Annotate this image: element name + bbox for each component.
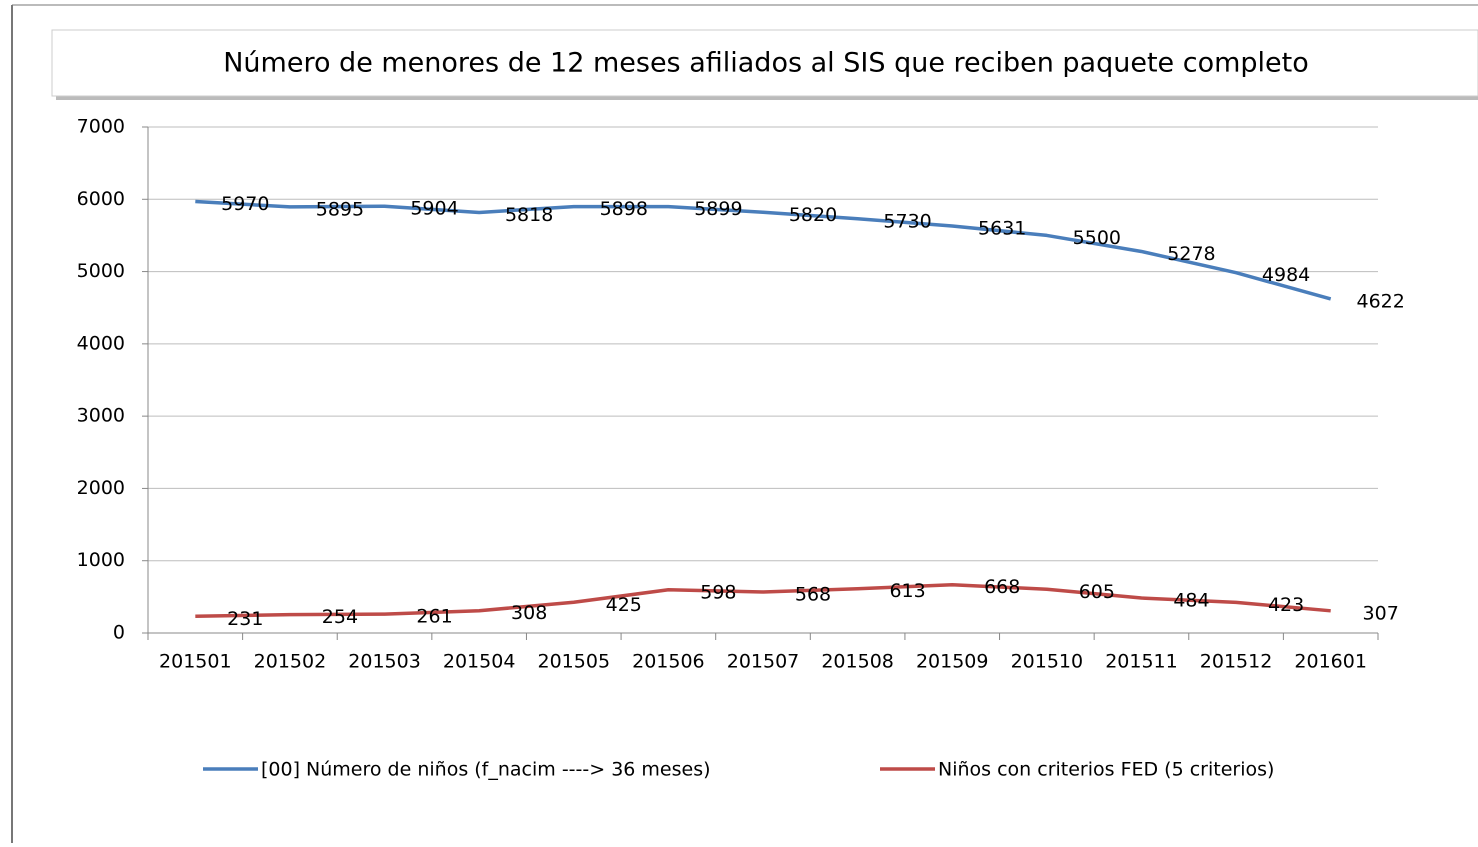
data-label: 4984 — [1262, 264, 1310, 286]
data-label: 568 — [795, 583, 831, 605]
data-label: 254 — [322, 606, 358, 628]
y-tick-label: 0 — [113, 622, 125, 644]
x-tick-label: 201509 — [916, 651, 989, 673]
data-label: 307 — [1363, 602, 1399, 624]
x-tick-label: 201510 — [1011, 651, 1084, 673]
x-tick-label: 201508 — [821, 651, 894, 673]
y-tick-label: 3000 — [77, 405, 125, 427]
series-line — [195, 199, 1332, 301]
y-tick-label: 1000 — [77, 549, 125, 571]
data-label: 5631 — [978, 217, 1026, 239]
data-label: 668 — [984, 576, 1020, 598]
data-label: 4622 — [1357, 290, 1405, 312]
data-label: 5278 — [1167, 243, 1215, 265]
data-label: 5730 — [883, 210, 931, 232]
x-tick-label: 201505 — [538, 651, 611, 673]
data-label: 5895 — [316, 198, 364, 220]
chart-title: Número de menores de 12 meses afiliados … — [223, 48, 1309, 79]
x-tick-label: 201506 — [632, 651, 705, 673]
data-label: 423 — [1268, 594, 1304, 616]
data-label: 5970 — [221, 193, 269, 215]
x-tick-label: 201503 — [348, 651, 421, 673]
data-label: 231 — [227, 608, 263, 630]
data-label: 5818 — [505, 204, 553, 226]
data-label: 598 — [700, 581, 736, 603]
series-line — [195, 582, 1331, 619]
legend-label: Niños con criterios FED (5 criterios) — [938, 759, 1274, 781]
data-label: 5500 — [1073, 227, 1121, 249]
x-tick-label: 201504 — [443, 651, 516, 673]
data-label: 308 — [511, 602, 547, 624]
x-tick-label: 201502 — [254, 651, 327, 673]
y-tick-label: 2000 — [77, 477, 125, 499]
y-tick-label: 7000 — [77, 116, 125, 138]
title-box — [51, 29, 1478, 97]
data-label: 605 — [1079, 581, 1115, 603]
data-label: 5904 — [410, 198, 458, 220]
y-tick-label: 4000 — [77, 332, 125, 354]
data-label: 425 — [606, 594, 642, 616]
x-tick-label: 201512 — [1200, 651, 1273, 673]
y-tick-label: 5000 — [77, 260, 125, 282]
data-label: 5899 — [694, 198, 742, 220]
data-label: 5820 — [789, 204, 837, 226]
x-tick-label: 201511 — [1105, 651, 1178, 673]
y-tick-label: 6000 — [77, 188, 125, 210]
x-tick-label: 201501 — [159, 651, 232, 673]
data-label: 484 — [1173, 590, 1209, 612]
x-tick-label: 201507 — [727, 651, 800, 673]
data-label: 613 — [889, 580, 925, 602]
x-tick-label: 201601 — [1294, 651, 1367, 673]
legend-label: [00] Número de niños (f_nacim ----> 36 m… — [261, 759, 711, 781]
data-label: 261 — [416, 606, 452, 628]
data-label: 5898 — [600, 198, 648, 220]
